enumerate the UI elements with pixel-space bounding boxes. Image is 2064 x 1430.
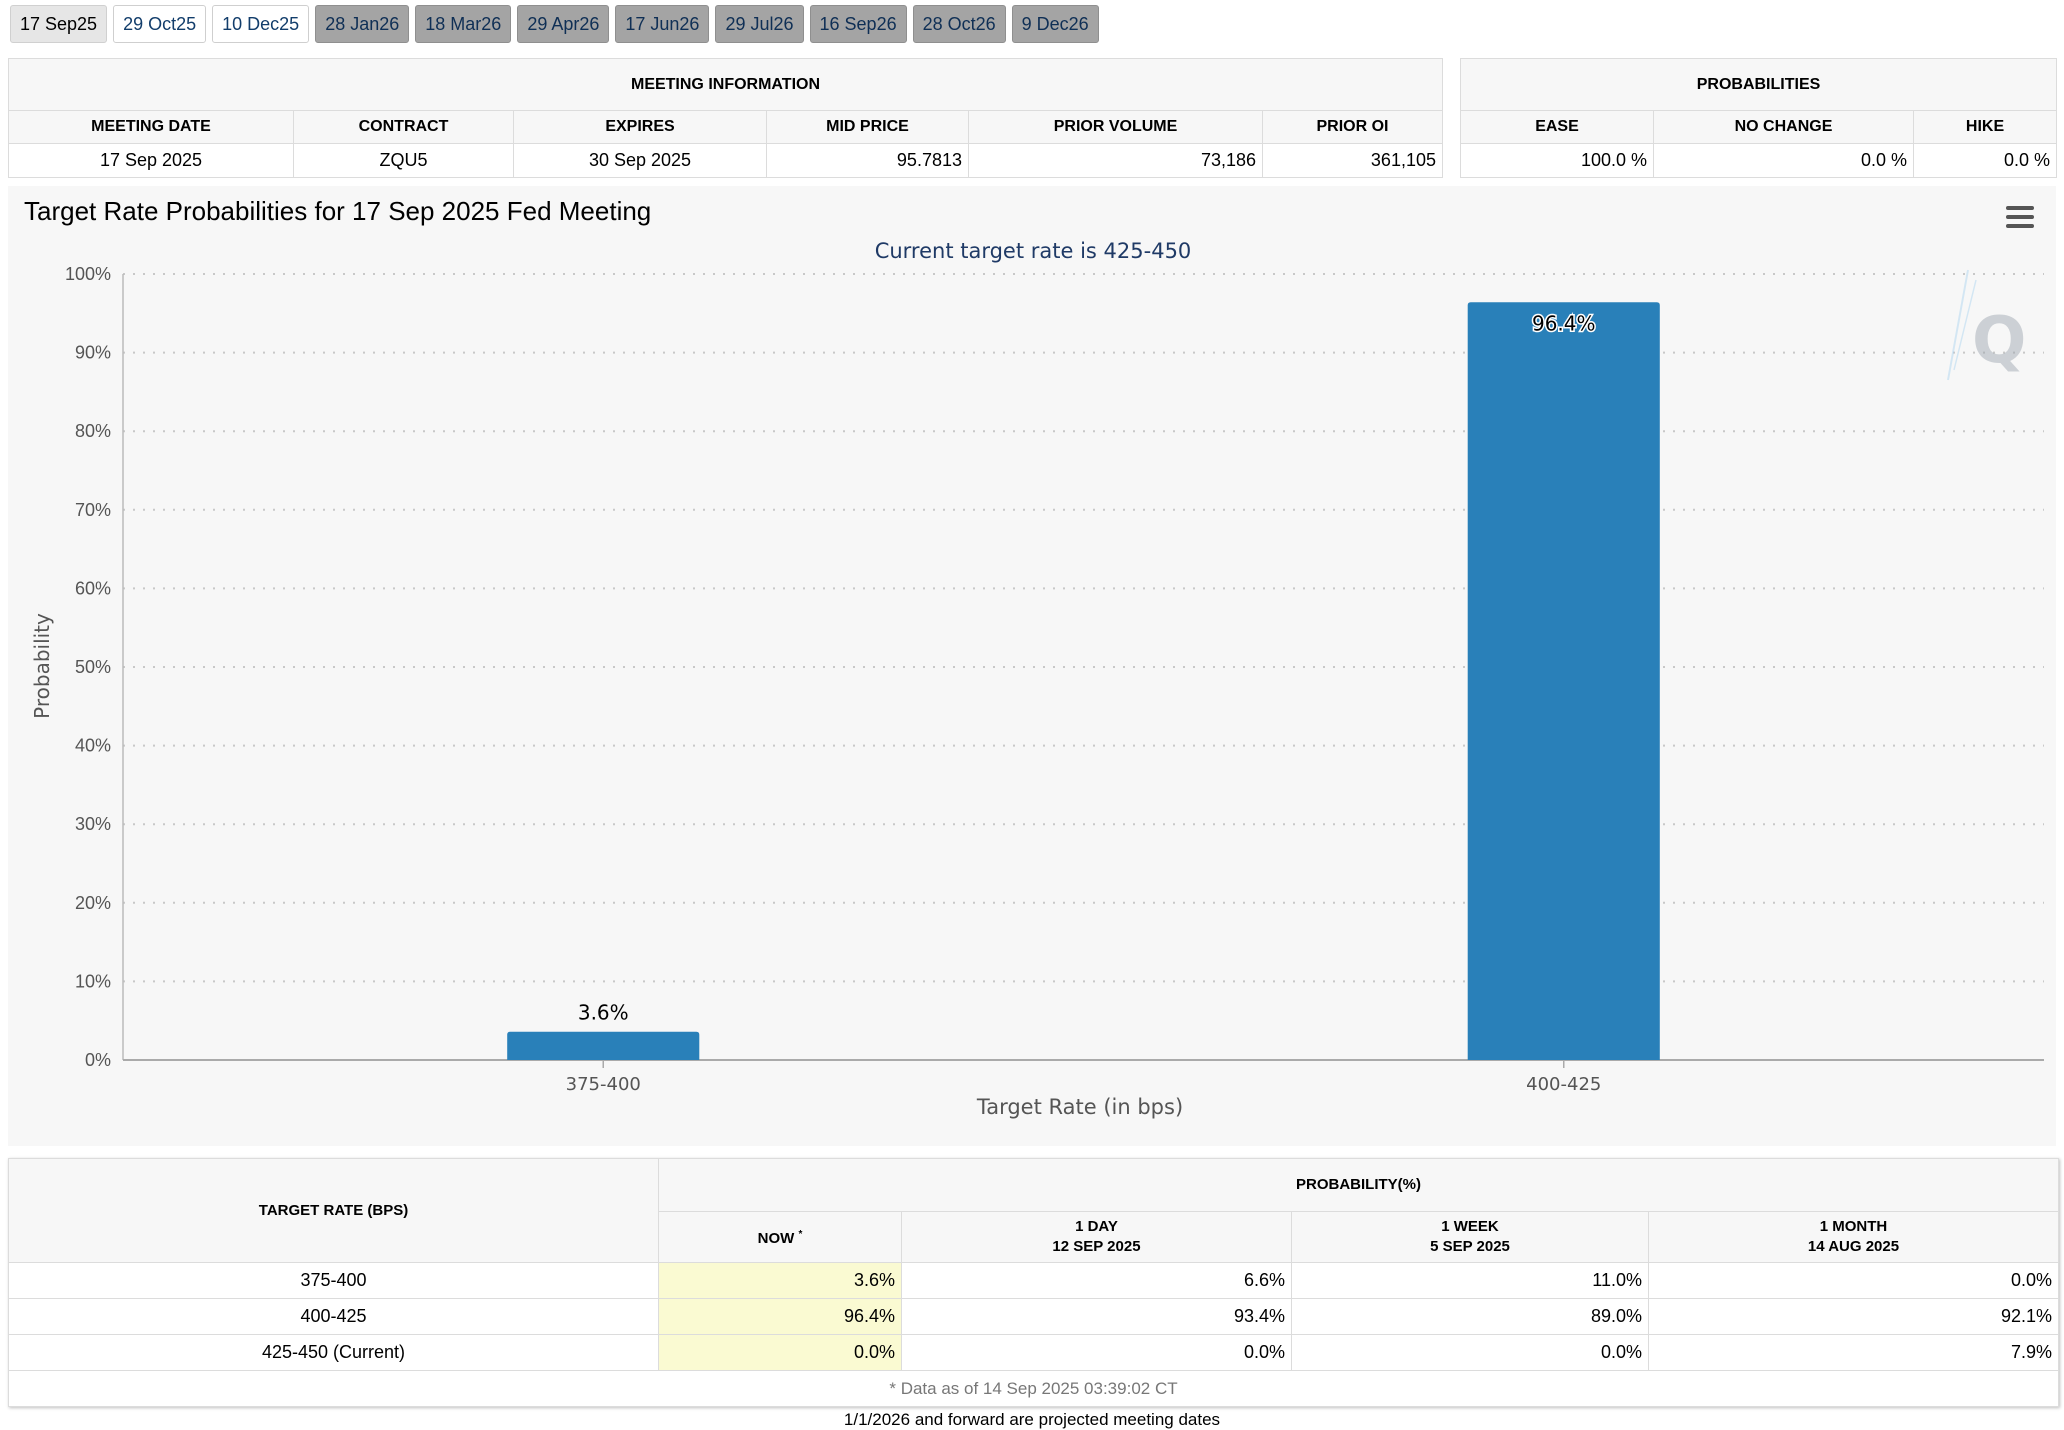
meeting-tabs: 17 Sep25 29 Oct25 10 Dec25 28 Jan26 18 M… (10, 5, 1099, 43)
projected-dates-note: 1/1/2026 and forward are projected meeti… (843, 1410, 1221, 1429)
one-month-header: 1 MONTH 14 AUG 2025 (1648, 1211, 2059, 1263)
probabilities-title: PROBABILITIES (1459, 58, 2058, 111)
bar-375-400[interactable] (507, 1031, 700, 1060)
now-cell: 0.0% (658, 1334, 902, 1371)
meeting-date-header: MEETING DATE (8, 110, 294, 144)
hike-value: 0.0 % (1912, 143, 2058, 178)
expires-header: EXPIRES (513, 110, 767, 144)
y-tick-label: 30% (75, 814, 111, 834)
y-tick-label: 60% (75, 578, 111, 598)
y-tick-label: 70% (75, 500, 111, 520)
one-week-cell: 0.0% (1291, 1334, 1649, 1371)
chart-title: Target Rate Probabilities for 17 Sep 202… (24, 196, 651, 226)
hike-header: HIKE (1912, 110, 2058, 144)
data-label: 96.4% (1532, 311, 1596, 335)
table-row: 400-425 96.4% 93.4% 89.0% 92.1% (8, 1298, 2059, 1335)
rate-cell: 400-425 (8, 1298, 659, 1335)
expires-value: 30 Sep 2025 (513, 143, 767, 178)
y-tick-label: 40% (75, 736, 111, 756)
bar-400-425[interactable] (1467, 302, 1660, 1060)
y-tick-label: 80% (75, 421, 111, 441)
one-month-cell: 0.0% (1648, 1262, 2059, 1299)
bars-layer (507, 302, 1660, 1060)
mid-price-header: MID PRICE (766, 110, 969, 144)
grid-layer (122, 273, 2044, 1068)
tab-meeting-2[interactable]: 10 Dec25 (212, 5, 310, 43)
chart-panel: Target Rate Probabilities for 17 Sep 202… (8, 186, 2056, 1146)
tab-meeting-4[interactable]: 18 Mar26 (415, 5, 512, 43)
one-month-cell: 92.1% (1648, 1298, 2059, 1335)
y-tick-label: 0% (85, 1050, 111, 1070)
tab-meeting-8[interactable]: 16 Sep26 (809, 5, 907, 43)
target-rate-probability-table: TARGET RATE (BPS) PROBABILITY(%) NOW * 1… (8, 1158, 2059, 1407)
ease-value: 100.0 % (1460, 143, 1654, 178)
prior-volume-header: PRIOR VOLUME (968, 110, 1263, 144)
tab-meeting-10[interactable]: 9 Dec26 (1011, 5, 1099, 43)
rate-cell: 375-400 (8, 1262, 659, 1299)
tab-meeting-3[interactable]: 28 Jan26 (315, 5, 410, 43)
one-week-cell: 11.0% (1291, 1262, 1649, 1299)
meeting-information-title: MEETING INFORMATION (8, 58, 1443, 111)
data-label: 3.6% (578, 1001, 629, 1025)
labels-layer: 0% 10% 20% 30% 40% 50% 60% 70% 80% 90% 100% 375-400… (65, 264, 1601, 1095)
chart-subtitle: Current target rate is 425-450 (875, 239, 1192, 263)
tab-meeting-5[interactable]: 29 Apr26 (517, 5, 610, 43)
one-week-header: 1 WEEK 5 SEP 2025 (1291, 1211, 1649, 1263)
one-day-cell: 6.6% (901, 1262, 1292, 1299)
y-tick-label: 90% (75, 343, 111, 363)
data-timestamp-footnote: * Data as of 14 Sep 2025 03:39:02 CT (8, 1370, 2059, 1407)
y-tick-label: 10% (75, 971, 111, 991)
x-tick-label: 375-400 (566, 1074, 641, 1095)
y-tick-label: 20% (75, 893, 111, 913)
x-axis-title: Target Rate (in bps) (976, 1095, 1183, 1119)
no-change-value: 0.0 % (1653, 143, 1914, 178)
mid-price-value: 95.7813 (766, 143, 969, 178)
table-row: 375-400 3.6% 6.6% 11.0% 0.0% (8, 1262, 2059, 1299)
one-month-cell: 7.9% (1648, 1334, 2059, 1371)
prior-oi-header: PRIOR OI (1262, 110, 1443, 144)
prior-volume-value: 73,186 (968, 143, 1263, 178)
now-cell: 3.6% (658, 1262, 902, 1299)
meeting-information-table: MEETING INFORMATION MEETING DATE CONTRAC… (8, 58, 1443, 178)
prior-oi-value: 361,105 (1262, 143, 1443, 178)
tab-meeting-9[interactable]: 28 Oct26 (912, 5, 1006, 43)
one-day-cell: 93.4% (901, 1298, 1292, 1335)
tab-meeting-7[interactable]: 29 Jul26 (715, 5, 804, 43)
meeting-date-value: 17 Sep 2025 (8, 143, 294, 178)
quikstrike-q-logo: Q (1947, 269, 2026, 381)
contract-header: CONTRACT (293, 110, 514, 144)
no-change-header: NO CHANGE (1653, 110, 1914, 144)
svg-text:Q: Q (1972, 304, 2026, 378)
rate-cell: 425-450 (Current) (8, 1334, 659, 1371)
now-asterisk: * (798, 1229, 803, 1240)
y-tick-label: 50% (75, 657, 111, 677)
tab-meeting-1[interactable]: 29 Oct25 (113, 5, 207, 43)
tab-meeting-0[interactable]: 17 Sep25 (10, 5, 108, 43)
one-day-cell: 0.0% (901, 1334, 1292, 1371)
one-week-cell: 89.0% (1291, 1298, 1649, 1335)
ease-header: EASE (1460, 110, 1654, 144)
contract-value: ZQU5 (293, 143, 514, 178)
one-day-header: 1 DAY 12 SEP 2025 (901, 1211, 1292, 1263)
y-tick-label: 100% (65, 264, 111, 284)
hamburger-menu-icon[interactable] (2006, 206, 2034, 228)
probability-group-header: PROBABILITY(%) (658, 1158, 2059, 1212)
y-axis-title: Probability (30, 613, 54, 719)
table-row: 425-450 (Current) 0.0% 0.0% 0.0% 7.9% (8, 1334, 2059, 1371)
tab-meeting-6[interactable]: 17 Jun26 (615, 5, 710, 43)
now-cell: 96.4% (658, 1298, 902, 1335)
target-rate-header: TARGET RATE (BPS) (8, 1158, 659, 1263)
x-tick-label: 400-425 (1526, 1074, 1601, 1095)
probability-chart: Target Rate Probabilities for 17 Sep 202… (24, 196, 2044, 1119)
now-header: NOW * (658, 1211, 902, 1263)
probabilities-table: PROBABILITIES EASE NO CHANGE HIKE 100.0 … (1459, 58, 2058, 178)
